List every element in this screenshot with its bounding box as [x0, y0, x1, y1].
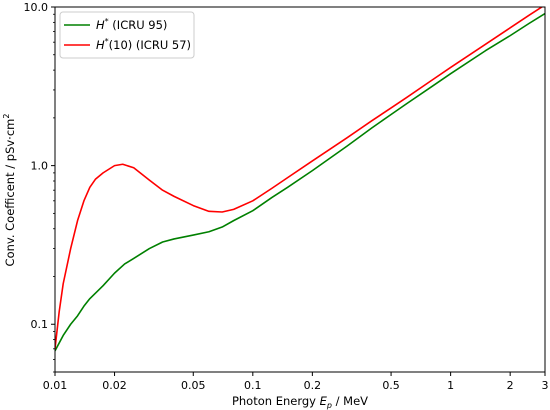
x-axis-label-sub: p [326, 401, 332, 410]
series-line-0 [55, 12, 545, 352]
legend-icru57-var: H [96, 38, 105, 52]
series-line-1 [55, 7, 544, 349]
y-tick-label: 0.1 [31, 318, 49, 331]
y-axis-label-main: Conv. Coefficent / pSv [3, 140, 17, 267]
x-axis-label-main: Photon Energy [232, 394, 320, 408]
x-tick-label: 0.05 [181, 379, 206, 392]
x-axis-label: Photon Energy Ep / MeV [232, 394, 368, 410]
x-tick-label: 1 [447, 379, 454, 392]
plot-frame [54, 6, 546, 373]
legend-text-icru57: H*(10) (ICRU 57) [96, 37, 191, 52]
x-tick-label: 0.1 [244, 379, 262, 392]
legend-icru95-sup: * [105, 17, 109, 26]
x-tick-label: 2 [507, 379, 514, 392]
x-tick-label: 0.02 [102, 379, 127, 392]
y-axis-label-sup: 2 [2, 114, 11, 119]
legend-icru57-sup: * [105, 37, 109, 46]
legend-icru57-rest: (10) (ICRU 57) [109, 38, 191, 52]
y-axis-label-dot: · [3, 136, 17, 140]
legend-text-icru95: H* (ICRU 95) [96, 17, 167, 32]
y-axis-label: Conv. Coefficent / pSv·cm2 [2, 114, 17, 267]
ticks-layer: 0.01 0.02 0.05 0.1 0.2 0.5 1 2 3 0.1 1.0 10.0 [24, 1, 549, 392]
x-tick-label: 0.2 [304, 379, 322, 392]
y-axis-label-unit: cm [3, 119, 17, 137]
legend: H* (ICRU 95) H*(10) (ICRU 57) [59, 11, 195, 59]
legend-icru95-rest: (ICRU 95) [109, 18, 168, 32]
legend-icru95-var: H [96, 18, 105, 32]
legend-box [59, 11, 195, 59]
y-tick-label: 1.0 [31, 160, 49, 173]
x-axis-label-var: E [320, 394, 328, 408]
x-tick-label: 0.5 [382, 379, 400, 392]
x-axis-label-unit: / MeV [332, 394, 368, 408]
x-tick-label: 3 [542, 379, 549, 392]
y-tick-label: 10.0 [24, 1, 49, 14]
x-tick-label: 0.01 [43, 379, 68, 392]
series-layer [55, 7, 545, 352]
